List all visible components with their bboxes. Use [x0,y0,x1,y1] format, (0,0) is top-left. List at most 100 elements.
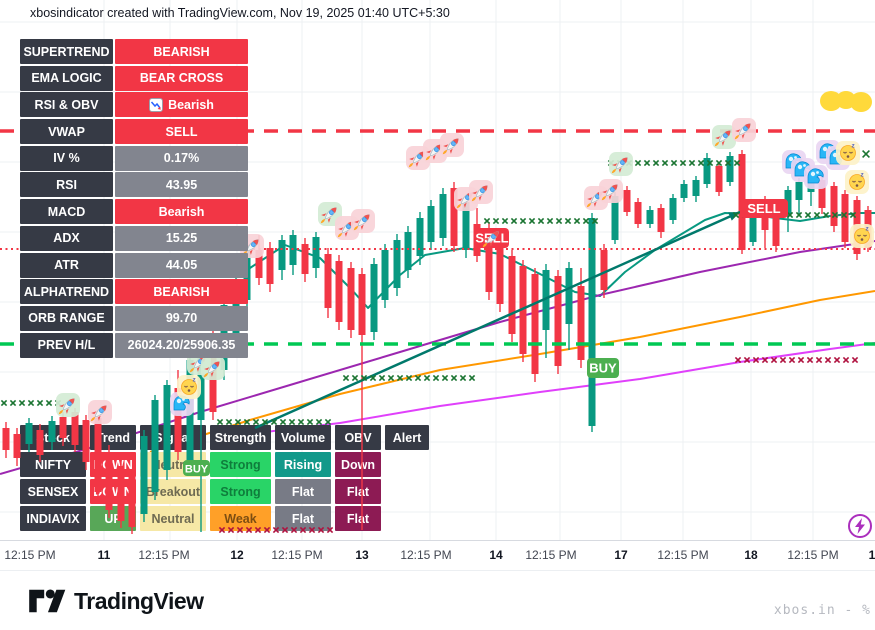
indicator-row-iv-: IV % 0.17% [20,145,248,171]
svg-text:18: 18 [744,548,758,562]
svg-text:SELL: SELL [747,201,780,216]
orange-ma [149,290,875,453]
market-cell: Flat [275,479,331,504]
indicator-label: PREV H/L [20,332,113,358]
tradingview-logo-icon [29,589,66,613]
svg-text:BUY: BUY [589,361,617,376]
x-marker-row [0,399,62,407]
tradingview-logo-text: TradingView [74,587,204,614]
indicator-value: BEAR CROSS [115,65,248,91]
indicator-value: 43.95 [115,172,248,198]
indicator-label: ALPHATREND [20,279,113,305]
rocket-icon [712,125,736,149]
indicator-row-orb-range: ORB RANGE 99.70 [20,305,248,331]
rocket-icon [609,152,633,176]
indicator-row-adx: ADX 15.25 [20,225,248,251]
rocket-icon [201,356,225,380]
stock-name: INDIAVIX [20,506,86,531]
market-row-indiavix: INDIAVIX UP Neutral Weak Flat Flat [20,506,429,531]
indicator-dashboard-table: SUPERTREND BEARISH EMA LOGIC BEAR CROSS RSI … [20,39,248,358]
rocket-icon [482,231,499,248]
sleeping-face-icon: z [845,170,869,194]
indicator-label: ADX [20,225,113,251]
market-cell: Strong [210,452,271,477]
market-cell: UP [90,506,136,531]
indicator-row-vwap: VWAP SELL [20,119,248,145]
indicator-label: VWAP [20,119,113,145]
svg-text:12:15 PM: 12:15 PM [138,548,189,562]
column-header-alert: Alert [385,425,429,450]
svg-text:BUY: BUY [185,464,209,476]
indicator-row-macd: MACD Bearish [20,199,248,225]
svg-text:z: z [861,172,865,179]
rocket-icon [599,179,623,203]
rocket-icon [469,180,493,204]
x-marker-row [216,418,332,426]
indicator-value: Bearish [115,199,248,225]
indicator-row-rsi-obv: RSI & OBV Bearish [20,92,248,118]
market-cell: Neutral [140,506,206,531]
svg-text:11: 11 [98,548,111,562]
chart-grid-and-ma-layer [0,0,875,540]
indicator-value: 0.17% [115,145,248,171]
indicator-value: BEARISH [115,279,248,305]
indicator-label: EMA LOGIC [20,65,113,91]
indicator-value: SELL [115,119,248,145]
market-cell: Flat [335,479,381,504]
boost-lightning-icon[interactable] [846,512,874,545]
buy-label: BUY [183,460,210,476]
x-marker-row [218,526,334,534]
indicator-value: 26024.20/25906.35 [115,332,248,358]
chart-title: xbosindicator created with TradingView.c… [30,6,450,20]
market-row-nifty: NIFTY DOWN Neutral Strong Rising Down [20,452,429,477]
svg-text:1: 1 [869,548,875,562]
rocket-icon [351,209,375,233]
indicator-value: 15.25 [115,225,248,251]
rocket-icon [732,118,756,142]
market-row-sensex: SENSEX DOWN Breakout Strong Flat Flat [20,479,429,504]
indicator-value: Bearish [115,92,248,118]
svg-text:z: z [866,226,870,233]
indicator-value: BEARISH [115,39,248,64]
x-marker-row [734,356,859,364]
indicator-value: 99.70 [115,305,248,331]
svg-text:12:15 PM: 12:15 PM [525,548,576,562]
sleeping-face-icon: z [836,141,860,165]
indicator-row-ema-logic: EMA LOGIC BEAR CROSS [20,65,248,91]
sleeping-face-icon: z [850,224,874,248]
column-header-obv: OBV [335,425,381,450]
indicator-label: SUPERTREND [20,39,113,64]
yellow-dot-marker [850,92,872,112]
sell-label: SELL [740,199,788,218]
column-header-strength: Strength [210,425,271,450]
indicator-value: 44.05 [115,252,248,278]
indicator-label: RSI [20,172,113,198]
footer-bar: TradingView xbos.in - % [0,575,875,630]
sleeping-face-icon: z [177,375,201,399]
svg-text:12: 12 [230,548,244,562]
time-axis[interactable]: 12:15 PM 11 12:15 PM 12 12:15 PM 13 12:15 PM 14… [4,548,875,562]
svg-text:13: 13 [355,548,369,562]
indicator-row-atr: ATR 44.05 [20,252,248,278]
indicator-row-supertrend: SUPERTREND BEARISH [20,39,248,64]
svg-text:12:15 PM: 12:15 PM [271,548,322,562]
svg-text:14: 14 [489,548,503,562]
indicator-label: RSI & OBV [20,92,113,118]
x-marker-row [342,374,476,382]
rocket-icon [440,133,464,157]
market-overview-table: StockTrendSignalStrengthVolumeOBVAlertNI… [20,425,429,531]
market-cell: Flat [275,506,331,531]
buy-label: BUY [587,358,619,378]
xbos-watermark: xbos.in - % [773,603,871,618]
tradingview-logo[interactable]: TradingView [28,586,204,616]
indicator-row-prev-h-l: PREV H/L 26024.20/25906.35 [20,332,248,358]
stock-name: NIFTY [20,452,86,477]
svg-text:17: 17 [614,548,628,562]
svg-text:12:15 PM: 12:15 PM [657,548,708,562]
stock-name: SENSEX [20,479,86,504]
x-marker [862,150,870,158]
indicator-row-alphatrend: ALPHATREND BEARISH [20,279,248,305]
svg-text:12:15 PM: 12:15 PM [787,548,838,562]
indicator-row-rsi: RSI 43.95 [20,172,248,198]
